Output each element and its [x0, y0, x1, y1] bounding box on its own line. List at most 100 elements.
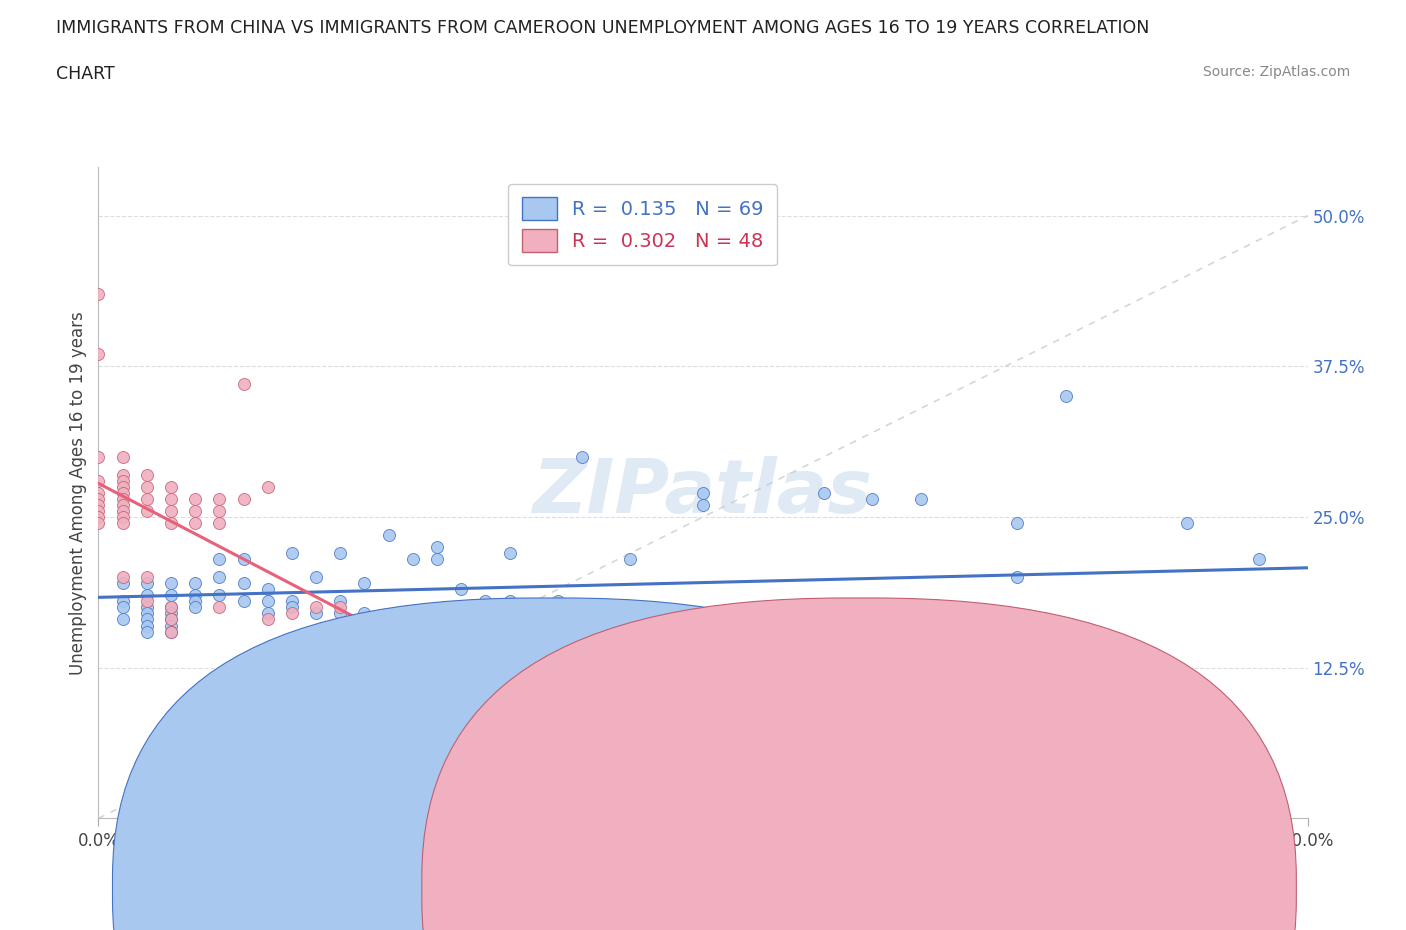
Point — [329, 606, 352, 621]
Point — [87, 498, 110, 512]
Point — [256, 582, 278, 597]
Point — [910, 491, 932, 506]
Point — [474, 594, 496, 609]
Point — [377, 527, 399, 542]
Point — [184, 491, 207, 506]
Point — [547, 594, 569, 609]
Point — [329, 546, 352, 561]
Point — [184, 594, 207, 609]
Point — [305, 606, 328, 621]
Point — [232, 377, 254, 392]
Text: Immigrants from China: Immigrants from China — [572, 880, 763, 898]
Point — [426, 539, 449, 554]
Point — [256, 612, 278, 627]
Text: ZIPatlas: ZIPatlas — [533, 457, 873, 529]
Point — [135, 612, 157, 627]
Point — [1054, 648, 1077, 663]
Point — [184, 503, 207, 518]
Point — [135, 576, 157, 591]
Point — [668, 612, 690, 627]
Point — [111, 515, 134, 530]
Point — [160, 612, 183, 627]
Point — [208, 588, 231, 603]
Point — [135, 503, 157, 518]
Point — [160, 618, 183, 633]
Point — [619, 551, 641, 566]
Point — [160, 600, 183, 615]
Point — [111, 612, 134, 627]
Point — [87, 473, 110, 488]
Point — [813, 485, 835, 500]
Point — [135, 480, 157, 495]
Point — [1175, 515, 1198, 530]
Text: CHART: CHART — [56, 65, 115, 83]
Point — [450, 582, 472, 597]
Legend: R =  0.135   N = 69, R =  0.302   N = 48: R = 0.135 N = 69, R = 0.302 N = 48 — [508, 183, 778, 265]
Point — [208, 551, 231, 566]
Point — [184, 576, 207, 591]
Point — [232, 702, 254, 717]
Point — [184, 600, 207, 615]
Point — [765, 612, 787, 627]
Point — [692, 498, 714, 512]
Point — [329, 594, 352, 609]
Point — [160, 576, 183, 591]
Point — [87, 503, 110, 518]
Point — [571, 449, 593, 464]
Point — [957, 624, 980, 639]
Point — [160, 612, 183, 627]
Point — [87, 491, 110, 506]
Point — [160, 624, 183, 639]
Point — [208, 600, 231, 615]
Point — [111, 510, 134, 525]
Point — [135, 588, 157, 603]
Point — [111, 473, 134, 488]
Point — [329, 600, 352, 615]
Point — [1102, 751, 1125, 765]
Point — [1152, 757, 1174, 772]
Point — [498, 546, 520, 561]
Point — [111, 491, 134, 506]
Point — [256, 606, 278, 621]
Point — [547, 600, 569, 615]
Point — [135, 600, 157, 615]
Text: Source: ZipAtlas.com: Source: ZipAtlas.com — [1202, 65, 1350, 79]
Point — [111, 480, 134, 495]
Point — [111, 449, 134, 464]
Point — [111, 468, 134, 483]
Point — [135, 594, 157, 609]
Point — [160, 600, 183, 615]
Point — [305, 600, 328, 615]
Point — [111, 600, 134, 615]
Point — [160, 480, 183, 495]
Point — [111, 594, 134, 609]
Point — [353, 576, 375, 591]
Point — [87, 347, 110, 362]
Text: IMMIGRANTS FROM CHINA VS IMMIGRANTS FROM CAMEROON UNEMPLOYMENT AMONG AGES 16 TO : IMMIGRANTS FROM CHINA VS IMMIGRANTS FROM… — [56, 19, 1150, 36]
Point — [426, 551, 449, 566]
Point — [1007, 570, 1029, 585]
Point — [87, 510, 110, 525]
Point — [1007, 515, 1029, 530]
Point — [87, 449, 110, 464]
Point — [208, 515, 231, 530]
Point — [87, 286, 110, 301]
Point — [765, 636, 787, 651]
Point — [135, 468, 157, 483]
Point — [160, 588, 183, 603]
Point — [111, 503, 134, 518]
Point — [87, 485, 110, 500]
Point — [281, 600, 304, 615]
Point — [1054, 389, 1077, 404]
Point — [160, 624, 183, 639]
Point — [160, 515, 183, 530]
Point — [450, 600, 472, 615]
Point — [232, 491, 254, 506]
Point — [281, 546, 304, 561]
Point — [474, 624, 496, 639]
Point — [281, 594, 304, 609]
Point — [498, 594, 520, 609]
Point — [208, 503, 231, 518]
Point — [523, 600, 546, 615]
Y-axis label: Unemployment Among Ages 16 to 19 years: Unemployment Among Ages 16 to 19 years — [69, 311, 87, 675]
